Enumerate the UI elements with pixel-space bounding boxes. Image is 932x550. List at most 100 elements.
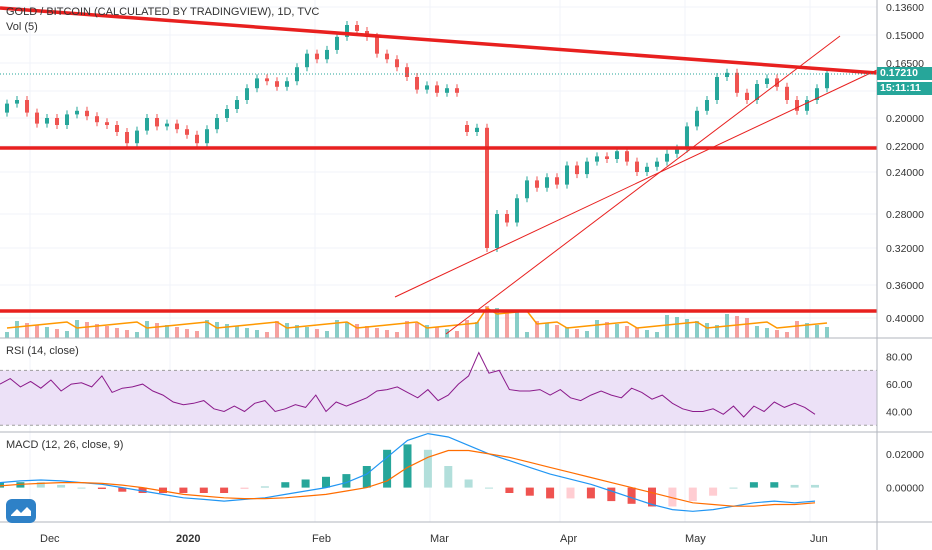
candlesticks — [5, 21, 829, 252]
candle-body — [125, 132, 129, 144]
candle-body — [455, 88, 459, 93]
candle-body — [685, 126, 689, 149]
volume-bar — [465, 320, 469, 338]
candle-body — [745, 92, 749, 100]
candle-body — [435, 85, 439, 93]
volume-bar — [495, 308, 499, 338]
volume-bar — [425, 325, 429, 338]
macd-histogram-bar — [444, 466, 453, 488]
candle-body — [405, 67, 409, 77]
macd-histogram-bar — [77, 487, 86, 489]
candle-body — [5, 103, 9, 113]
countdown-tag: 15:11:11 — [877, 82, 932, 95]
macd-axis-tick: 0.00000 — [886, 483, 924, 495]
volume-bar — [575, 329, 579, 338]
volume-bar — [605, 322, 609, 338]
candle-body — [305, 53, 309, 68]
volume-bar — [115, 328, 119, 338]
time-axis-label: May — [685, 533, 706, 545]
volume-bar — [705, 323, 709, 338]
candle-body — [265, 78, 269, 82]
candle-body — [615, 151, 619, 159]
price-axis-tick: 0.40000 — [886, 313, 924, 325]
macd-histogram-bar — [220, 487, 229, 493]
volume-bar — [715, 325, 719, 338]
candle-body — [495, 214, 499, 248]
volume-bars — [5, 306, 829, 338]
volume-bar — [585, 331, 589, 338]
volume-bar — [245, 328, 249, 338]
macd-histogram-bar — [159, 487, 167, 493]
candle-body — [605, 156, 609, 159]
candle-body — [575, 165, 579, 175]
volume-bar — [25, 323, 29, 338]
macd-histogram-bar — [749, 482, 758, 488]
volume-bar — [45, 327, 49, 338]
rsi-pane — [0, 351, 877, 426]
macd-pane — [0, 432, 819, 512]
volume-bar — [685, 319, 689, 338]
volume-bar — [15, 321, 19, 338]
candle-body — [465, 125, 469, 132]
macd-signal-line — [0, 449, 816, 507]
macd-histogram-bar — [138, 487, 147, 493]
volume-bar — [535, 321, 539, 338]
macd-histogram-bar — [811, 484, 819, 488]
volume-bar — [485, 306, 489, 338]
volume-bar — [75, 320, 79, 338]
macd-histogram-bar — [627, 487, 636, 504]
volume-bar — [325, 331, 329, 338]
macd-histogram-bar — [729, 487, 738, 489]
volume-bar — [555, 325, 559, 338]
candle-body — [25, 100, 29, 113]
descending-resistance-line — [0, 6, 878, 75]
volume-bar — [815, 325, 819, 338]
macd-histogram-bar — [423, 449, 432, 488]
candle-body — [415, 77, 419, 90]
volume-bar — [565, 327, 569, 338]
candle-body — [165, 123, 169, 127]
macd-histogram-bar — [566, 487, 575, 499]
macd-axis-tick: 0.02000 — [886, 449, 924, 461]
volume-ma-line — [6, 306, 828, 329]
time-axis-label: Jun — [810, 533, 828, 545]
trendlines — [0, 6, 878, 335]
macd-histogram-bar — [179, 487, 188, 493]
macd-histogram-bar — [790, 484, 799, 488]
volume-bar — [235, 326, 239, 338]
candle-body — [85, 110, 89, 117]
rsi-label: RSI (14, close) — [6, 345, 79, 357]
candle-body — [45, 118, 49, 124]
candle-body — [145, 118, 149, 131]
volume-bar — [805, 323, 809, 338]
candle-body — [235, 100, 239, 109]
volume-bar — [195, 331, 199, 338]
time-axis-label: Dec — [40, 533, 60, 545]
volume-bar — [645, 330, 649, 338]
macd-histogram-bar — [199, 487, 208, 493]
volume-bar — [55, 329, 59, 338]
volume-bar — [795, 321, 799, 338]
macd-histogram-bar — [485, 487, 493, 489]
candle-body — [655, 161, 659, 167]
volume-bar — [625, 326, 629, 338]
tradingview-logo-icon[interactable] — [6, 499, 36, 523]
volume-bar — [745, 318, 749, 338]
macd-histogram-bar — [546, 487, 555, 499]
macd-histogram-bar — [260, 486, 269, 488]
candle-body — [15, 100, 19, 104]
volume-bar — [455, 331, 459, 338]
candle-body — [95, 116, 99, 123]
macd-histogram-bar — [648, 487, 656, 507]
volume-bar — [295, 325, 299, 338]
candle-body — [805, 100, 809, 111]
candle-body — [505, 214, 509, 223]
macd-histogram-bar — [301, 479, 310, 488]
candle-body — [425, 85, 429, 90]
candle-body — [35, 112, 39, 124]
macd-histogram-bar — [383, 449, 392, 488]
volume-bar — [155, 323, 159, 338]
rsi-axis-tick: 80.00 — [886, 352, 912, 364]
chart-title: GOLD / BITCOIN (CALCULATED BY TRADINGVIE… — [6, 6, 320, 18]
